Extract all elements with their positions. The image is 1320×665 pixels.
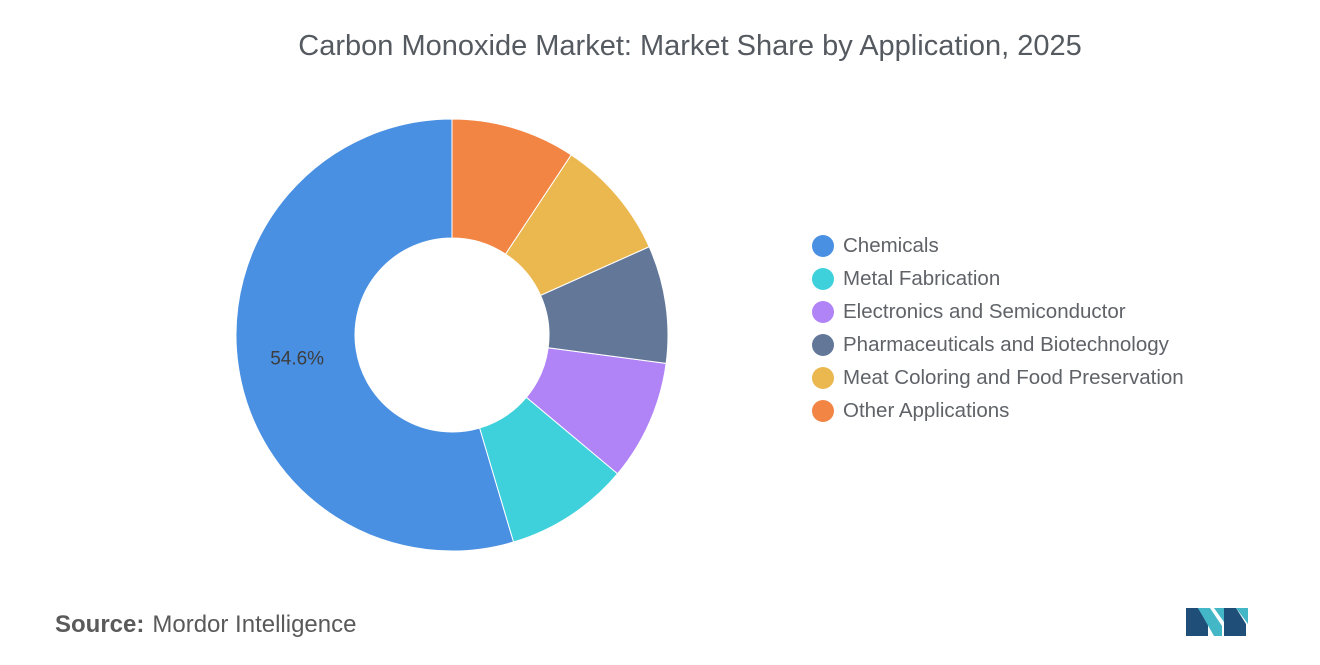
source-label: Source:	[55, 611, 145, 638]
legend-item: Pharmaceuticals and Biotechnology	[812, 328, 1184, 361]
slice-chemicals	[235, 118, 515, 552]
legend-item: Chemicals	[812, 229, 1184, 262]
legend-swatch	[812, 333, 834, 356]
legend-swatch	[812, 267, 834, 290]
source-note: Source: Mordor Intelligence	[55, 611, 356, 639]
legend-item: Meat Coloring and Food Preservation	[812, 361, 1184, 394]
legend-label: Metal Fabrication	[843, 266, 1001, 290]
chart-legend: Chemicals Metal Fabrication Electronics an…	[812, 229, 1184, 427]
legend-label: Meat Coloring and Food Preservation	[843, 365, 1184, 389]
mordor-intelligence-logo-icon	[1186, 608, 1248, 636]
legend-label: Chemicals	[843, 233, 939, 257]
slice-other-applications	[451, 118, 572, 255]
legend-label: Pharmaceuticals and Biotechnology	[843, 332, 1169, 356]
data-label: 54.6%	[270, 349, 324, 370]
legend-swatch	[812, 300, 834, 323]
source-value: Mordor Intelligence	[152, 611, 357, 638]
legend-item: Other Applications	[812, 394, 1184, 427]
legend-label: Other Applications	[843, 398, 1010, 422]
legend-item: Metal Fabrication	[812, 262, 1184, 295]
chart-title: Carbon Monoxide Market: Market Share by …	[298, 30, 1082, 62]
legend-label: Electronics and Semiconductor	[843, 299, 1126, 323]
legend-item: Electronics and Semiconductor	[812, 295, 1184, 328]
legend-swatch	[812, 399, 834, 422]
legend-swatch	[812, 366, 834, 389]
legend-swatch	[812, 234, 834, 257]
